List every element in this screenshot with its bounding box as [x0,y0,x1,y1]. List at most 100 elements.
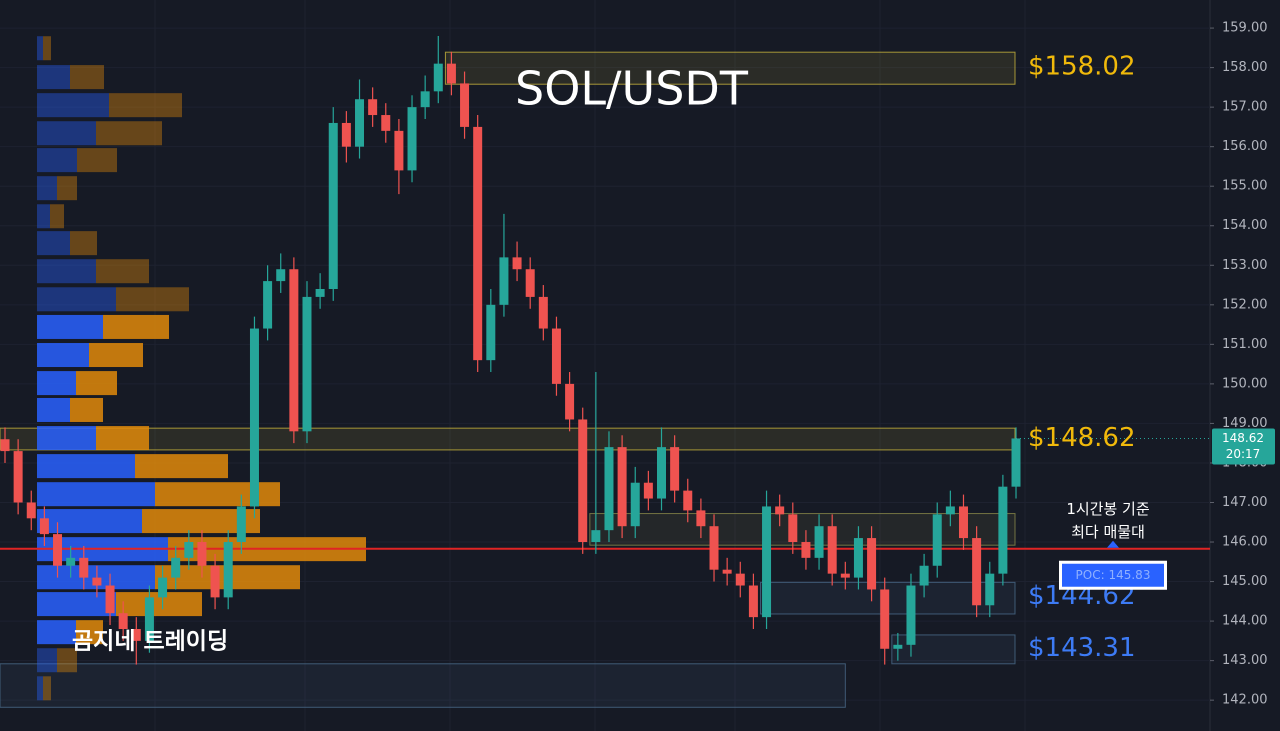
y-tick-label: 150.00 [1222,376,1268,391]
candle-body [670,447,680,491]
profile-bar [37,259,96,284]
candle-body [748,585,758,618]
profile-bar [37,397,70,422]
poc-note: 1시간봉 기준 [1066,500,1150,518]
candle-body [499,257,509,305]
candle-body [709,526,719,570]
profile-bar [37,93,109,118]
profile-bar [37,620,76,645]
profile-bar [37,148,77,173]
watermark: 곰지네 트레이딩 [72,629,228,655]
candle-body [788,514,798,543]
profile-bar [109,93,182,118]
candle-body [630,482,640,527]
profile-bar [37,231,70,256]
candle-body [66,557,76,566]
candle-body [683,490,693,511]
profile-bar [50,204,64,229]
candle-body [853,538,863,578]
y-tick-label: 142.00 [1222,693,1268,708]
y-tick-label: 157.00 [1222,100,1268,115]
level-label: $148.62 [1028,423,1136,453]
y-tick-label: 144.00 [1222,614,1268,629]
candle-body [289,269,299,432]
candle-body [131,629,141,641]
y-tick-label: 153.00 [1222,258,1268,273]
candle-body [893,644,903,649]
poc-arrow [1107,540,1119,548]
y-tick-label: 147.00 [1222,495,1268,510]
profile-bar [37,509,142,534]
candle-body [394,130,404,171]
candle-body [591,530,601,543]
candle-body [840,573,850,578]
profile-bar [70,65,104,90]
candle-body [368,99,378,116]
zone [0,663,846,708]
poc-note: 최다 매물대 [1071,523,1145,541]
candle-body [446,63,456,84]
profile-bar [116,287,189,312]
candle-body [827,526,837,574]
candle-body [0,439,10,452]
y-tick-label: 145.00 [1222,574,1268,589]
profile-bar [70,231,97,256]
candle-body [1011,438,1021,487]
candle-body [223,542,233,598]
candle-body [735,573,745,586]
candle-body [263,281,273,329]
candle-body [932,514,942,566]
candle-body [906,585,916,645]
candle-body [486,304,496,361]
candle-body [236,506,246,543]
zone [0,427,1016,451]
candle-body [276,269,286,282]
profile-bar [37,343,89,368]
candle-body [315,289,325,297]
candle-body [302,296,312,432]
candle-body [919,565,929,586]
profile-bar [37,482,155,507]
candle-body [512,257,522,270]
profile-bar [57,176,77,201]
chart-title: SOL/USDT [515,62,749,116]
candle-body [775,506,785,515]
profile-bar [37,314,103,339]
candle-body [420,91,430,108]
y-tick-label: 155.00 [1222,179,1268,194]
candle-body [958,506,968,539]
candle-body [473,126,483,361]
price-tag-label: 148.62 [1222,431,1264,445]
candle-body [158,577,168,598]
candle-body [13,451,23,503]
candle-body [407,107,417,171]
candle-body [972,538,982,606]
candle-body [171,557,181,578]
poc-label: POC: 145.83 [1076,568,1151,582]
candle-body [604,447,614,531]
profile-bar [89,343,143,368]
profile-bar [37,676,43,701]
candle-body [26,502,36,519]
candle-body [880,589,890,649]
profile-bar [155,482,280,507]
candle-body [696,510,706,527]
candle-body [460,83,470,127]
profile-bar [37,565,155,590]
profile-bar [76,371,117,396]
profile-bar [43,36,51,61]
profile-bar [37,204,50,229]
candle-body [92,577,102,586]
candle-body [657,447,666,499]
candle-body [328,122,338,289]
candle-body [538,296,548,329]
zone [589,513,1016,546]
candle-body [210,565,220,598]
candle-body [525,269,535,297]
zone [444,51,1016,85]
candle-body [998,486,1008,574]
profile-bar [77,148,117,173]
y-tick-label: 146.00 [1222,535,1268,550]
profile-bar [37,121,96,146]
